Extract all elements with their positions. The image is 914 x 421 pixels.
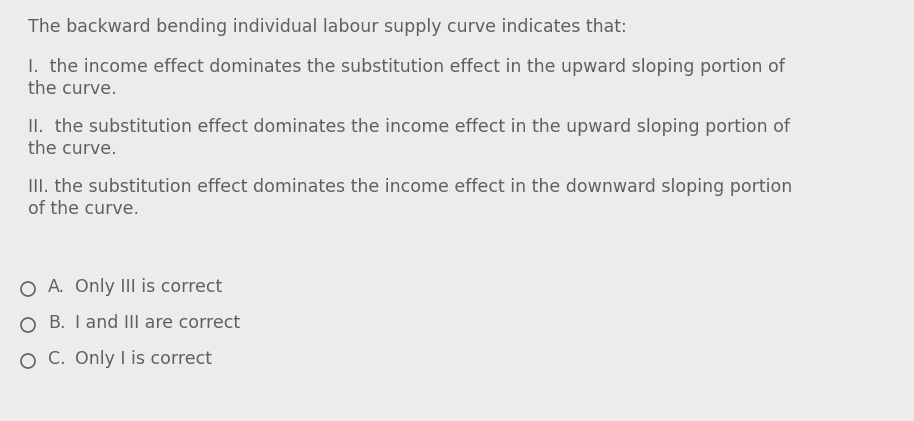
Text: Only I is correct: Only I is correct — [75, 350, 212, 368]
Text: I.  the income effect dominates the substitution effect in the upward sloping po: I. the income effect dominates the subst… — [28, 58, 785, 76]
Text: I and III are correct: I and III are correct — [75, 314, 240, 332]
Text: A.: A. — [48, 278, 65, 296]
Text: III. the substitution effect dominates the income effect in the downward sloping: III. the substitution effect dominates t… — [28, 178, 792, 196]
Text: B.: B. — [48, 314, 66, 332]
Text: the curve.: the curve. — [28, 140, 117, 158]
Text: The backward bending individual labour supply curve indicates that:: The backward bending individual labour s… — [28, 18, 627, 36]
Text: II.  the substitution effect dominates the income effect in the upward sloping p: II. the substitution effect dominates th… — [28, 118, 790, 136]
Text: Only III is correct: Only III is correct — [75, 278, 222, 296]
Text: of the curve.: of the curve. — [28, 200, 139, 218]
Text: C.: C. — [48, 350, 66, 368]
Text: the curve.: the curve. — [28, 80, 117, 98]
